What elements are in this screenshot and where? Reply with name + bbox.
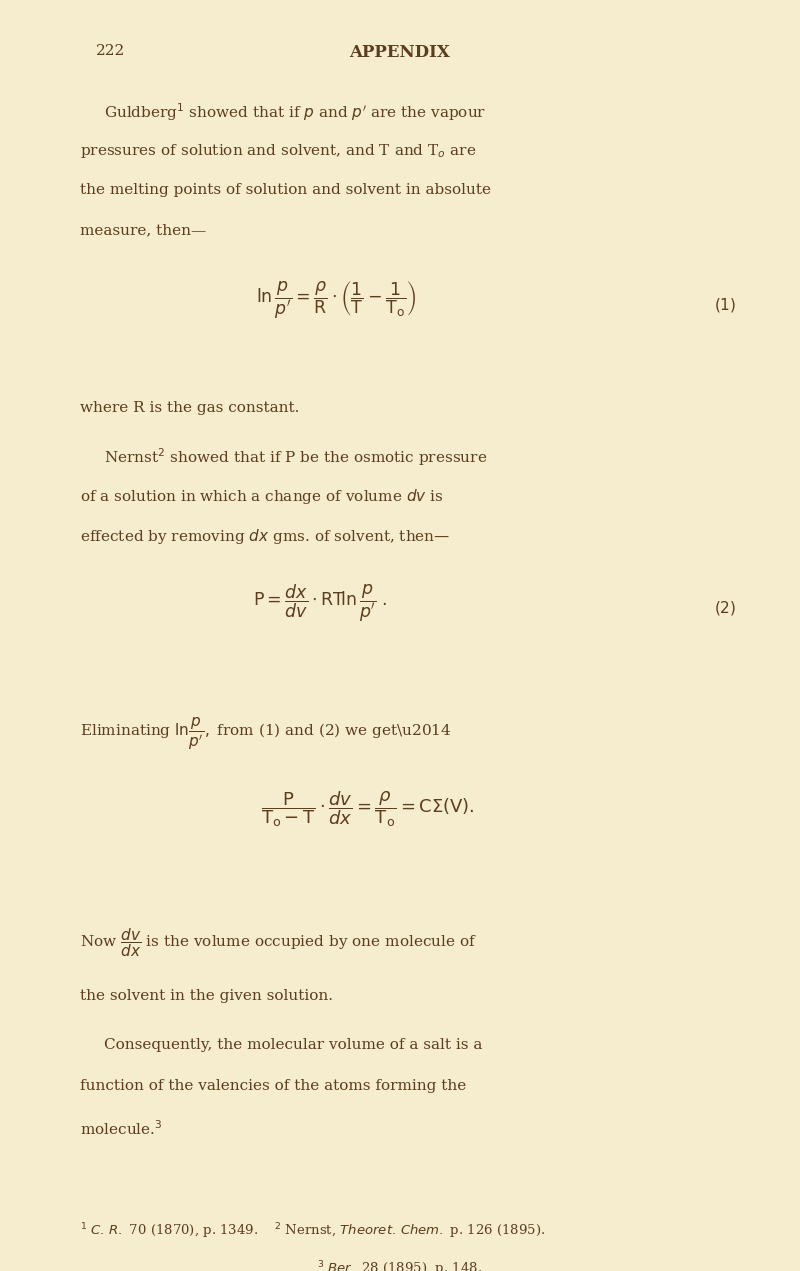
Text: Nernst$^2$ showed that if P be the osmotic pressure: Nernst$^2$ showed that if P be the osmot…: [104, 446, 487, 468]
Text: Eliminating $\ln\!\dfrac{p}{p'},$ from (1) and (2) we get\u2014: Eliminating $\ln\!\dfrac{p}{p'},$ from (…: [80, 716, 452, 752]
Text: the melting points of solution and solvent in absolute: the melting points of solution and solve…: [80, 183, 491, 197]
Text: $\ln\dfrac{p}{p'} = \dfrac{\rho}{\mathrm{R}}\cdot\left(\dfrac{1}{\mathrm{T}} - \: $\ln\dfrac{p}{p'} = \dfrac{\rho}{\mathrm…: [256, 280, 416, 320]
Text: function of the valencies of the atoms forming the: function of the valencies of the atoms f…: [80, 1079, 466, 1093]
Text: Now $\dfrac{dv}{dx}$ is the volume occupied by one molecule of: Now $\dfrac{dv}{dx}$ is the volume occup…: [80, 925, 477, 958]
Text: $^1$ $C.\,R.$ 70 (1870), p. 1349.    $^2$ Nernst, $Theoret.\,Chem.$ p. 126 (1895: $^1$ $C.\,R.$ 70 (1870), p. 1349. $^2$ N…: [80, 1221, 546, 1240]
Text: 222: 222: [96, 44, 126, 58]
Text: $\mathrm{P} = \dfrac{dx}{dv}\cdot\mathrm{RT}\!\ln\dfrac{p}{p'}\;.$: $\mathrm{P} = \dfrac{dx}{dv}\cdot\mathrm…: [253, 582, 387, 624]
Text: molecule.$^3$: molecule.$^3$: [80, 1120, 162, 1139]
Text: of a solution in which a change of volume $dv$ is: of a solution in which a change of volum…: [80, 487, 443, 506]
Text: $^3$ $Ber.$ 28 (1895), p. 148.: $^3$ $Ber.$ 28 (1895), p. 148.: [318, 1260, 482, 1271]
Text: pressures of solution and solvent, and T and T$_o$ are: pressures of solution and solvent, and T…: [80, 142, 476, 160]
Text: effected by removing $dx$ gms. of solvent, then—: effected by removing $dx$ gms. of solven…: [80, 527, 450, 547]
Text: where R is the gas constant.: where R is the gas constant.: [80, 402, 299, 416]
Text: Guldberg$^1$ showed that if $p$ and $p'$ are the vapour: Guldberg$^1$ showed that if $p$ and $p'$…: [104, 102, 486, 123]
Text: APPENDIX: APPENDIX: [350, 44, 450, 61]
Text: measure, then—: measure, then—: [80, 224, 206, 238]
Text: $(2)$: $(2)$: [714, 599, 736, 616]
Text: Consequently, the molecular volume of a salt is a: Consequently, the molecular volume of a …: [104, 1038, 482, 1052]
Text: $\dfrac{\mathrm{P}}{\mathrm{T_o}-\mathrm{T}}\cdot\dfrac{dv}{dx} = \dfrac{\rho}{\: $\dfrac{\mathrm{P}}{\mathrm{T_o}-\mathrm…: [261, 789, 475, 830]
Text: the solvent in the given solution.: the solvent in the given solution.: [80, 989, 333, 1003]
Text: $(1)$: $(1)$: [714, 296, 736, 314]
